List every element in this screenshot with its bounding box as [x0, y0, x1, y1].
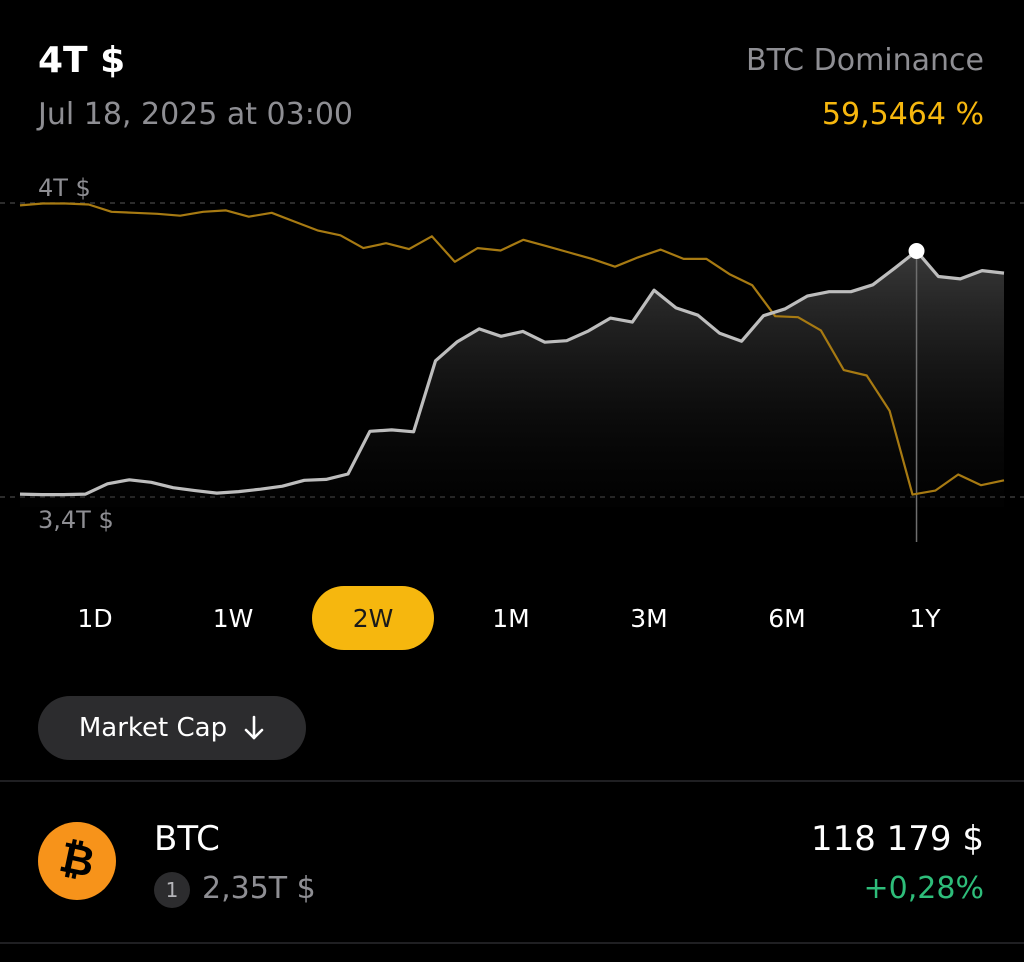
market-cap-chart[interactable]: 4T $ 3,4T $ — [0, 170, 1024, 550]
coin-price: 118 179 $ — [810, 819, 984, 859]
period-label: 1W — [212, 603, 254, 633]
y-axis-label-top: 4T $ — [38, 174, 91, 202]
divider — [0, 942, 1024, 944]
period-2w[interactable]: 2W — [312, 586, 434, 650]
period-1w[interactable]: 1W — [172, 586, 294, 650]
period-label: 2W — [352, 603, 394, 633]
period-selector: 1D 1W 2W 1M 3M 6M 1Y — [26, 586, 998, 650]
y-axis-label-bottom: 3,4T $ — [38, 506, 114, 534]
period-6m[interactable]: 6M — [726, 586, 848, 650]
highlight-point[interactable] — [908, 243, 925, 260]
rank-badge: 1 — [154, 872, 190, 908]
coin-change: +0,28% — [863, 871, 984, 906]
header-left: 4T $ Jul 18, 2025 at 03:00 — [38, 36, 353, 140]
sort-label: Market Cap — [78, 713, 228, 743]
period-1y[interactable]: 1Y — [864, 586, 986, 650]
sort-market-cap-button[interactable]: Market Cap — [38, 696, 306, 760]
period-label: 1Y — [909, 603, 941, 633]
period-label: 1D — [77, 603, 113, 633]
divider — [0, 780, 1024, 782]
period-3m[interactable]: 3M — [588, 586, 710, 650]
coin-row-btc[interactable]: ₿ BTC 1 2,35T $ 118 179 $ +0,28% — [0, 800, 1024, 940]
period-label: 1M — [492, 603, 530, 633]
period-1d[interactable]: 1D — [34, 586, 156, 650]
timestamp: Jul 18, 2025 at 03:00 — [38, 97, 353, 132]
bitcoin-icon: ₿ — [38, 822, 116, 900]
total-market-cap: 4T $ — [38, 40, 126, 81]
market-cap-area — [20, 251, 1004, 507]
header-right: BTC Dominance 59,5464 % — [746, 36, 984, 140]
dominance-value: 59,5464 % — [821, 97, 984, 132]
btc-dominance-line — [19, 202, 1005, 496]
coin-symbol: BTC — [154, 819, 220, 859]
period-1m[interactable]: 1M — [450, 586, 572, 650]
dominance-label: BTC Dominance — [745, 43, 984, 78]
period-label: 6M — [768, 603, 806, 633]
arrow-down-icon — [244, 715, 264, 740]
market-cap-line — [19, 249, 1005, 497]
coin-market-cap: 2,35T $ — [202, 871, 316, 906]
period-label: 3M — [630, 603, 668, 633]
